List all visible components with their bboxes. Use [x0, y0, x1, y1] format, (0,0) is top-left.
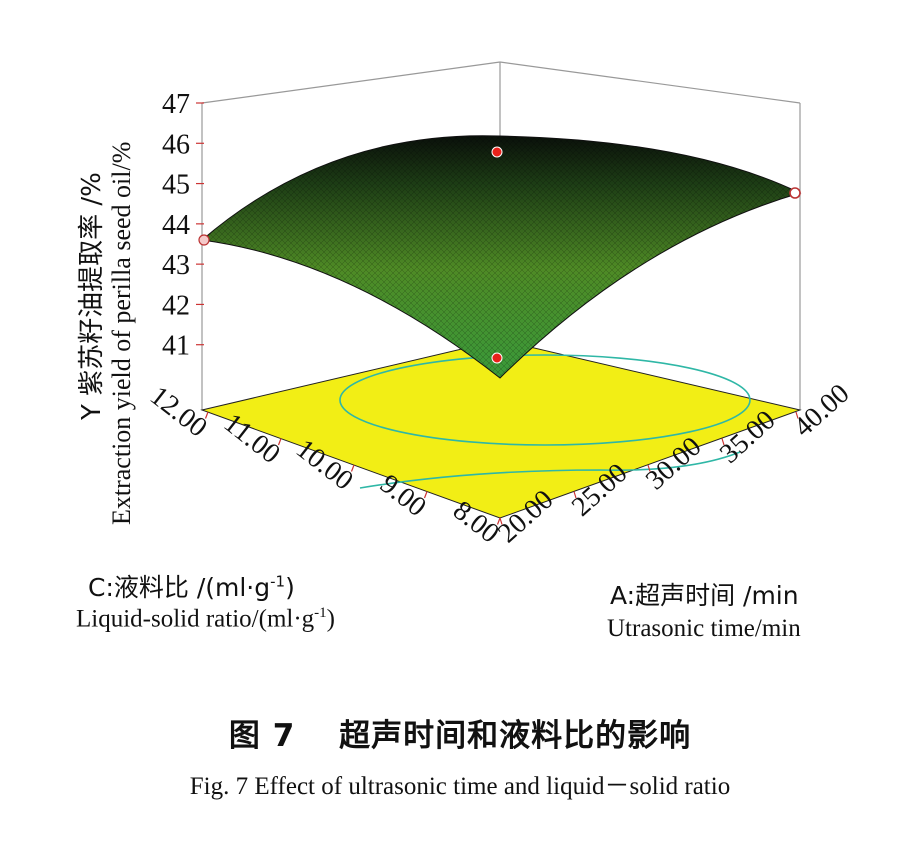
- a-tick-mark: [795, 411, 799, 419]
- a-tick-mark: [499, 517, 503, 525]
- z-axis-title-en: Extraction yield of perilla seed oil/%: [107, 142, 136, 525]
- figure-caption-cn: 图 7 超声时间和液料比的影响: [228, 718, 692, 754]
- response-surface: [200, 135, 802, 379]
- z-axis-title-cn: Y 紫苏籽油提取率 /%: [77, 172, 107, 421]
- design-point: [198, 234, 210, 246]
- c-tick-mark: [350, 464, 355, 472]
- a-tick-mark: [573, 491, 577, 499]
- z-tick-label: 43: [162, 250, 190, 281]
- c-tick-mark: [204, 411, 209, 419]
- z-axis: 41 42 43 44 45 46 47: [162, 89, 204, 362]
- z-tick-label: 47: [162, 89, 190, 120]
- z-tick-label: 42: [162, 290, 190, 321]
- design-points: [198, 146, 801, 364]
- a-tick-mark: [721, 438, 725, 446]
- z-tick-label: 44: [162, 210, 190, 241]
- z-tick-label: 41: [162, 331, 190, 362]
- figure-caption-en: Fig. 7 Effect of ultrasonic time and liq…: [189, 773, 731, 800]
- design-point: [789, 187, 801, 199]
- c-axis-title-en: Liquid-solid ratio/(ml·g-1): [76, 605, 335, 633]
- a-axis-title-cn: A:超声时间 /min: [610, 581, 799, 610]
- design-point: [491, 146, 503, 158]
- c-tick-mark: [423, 491, 428, 499]
- floor-contours: [339, 354, 751, 489]
- z-tick-label: 46: [162, 129, 190, 160]
- c-tick-mark: [496, 517, 501, 525]
- a-tick-label: 40.00: [788, 378, 856, 443]
- z-tick-label: 45: [162, 170, 190, 201]
- design-point: [491, 352, 503, 364]
- a-axis-title-en: Utrasonic time/min: [607, 615, 801, 642]
- c-axis-title-cn: C:液料比 /(ml·g-1): [88, 572, 295, 602]
- a-tick-mark: [647, 464, 651, 472]
- back-walls: [201, 61, 801, 410]
- c-tick-mark: [277, 438, 282, 446]
